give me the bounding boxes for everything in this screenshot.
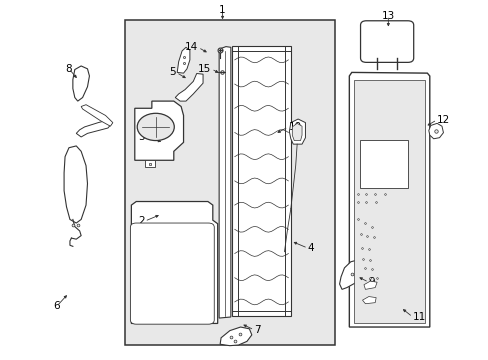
Text: 2: 2 [138,216,144,226]
Text: 6: 6 [53,301,60,311]
Text: 9: 9 [368,277,375,287]
Polygon shape [220,327,251,346]
Text: 10: 10 [288,122,301,132]
Text: 11: 11 [412,312,425,322]
FancyBboxPatch shape [130,223,214,324]
FancyBboxPatch shape [359,140,407,188]
Text: 12: 12 [436,115,449,125]
Polygon shape [81,105,113,126]
Polygon shape [219,46,230,318]
Polygon shape [353,80,424,323]
Text: 1: 1 [219,5,225,15]
Text: 7: 7 [254,325,260,335]
Text: 8: 8 [65,64,72,74]
Polygon shape [362,297,375,304]
Polygon shape [131,202,217,323]
Text: 13: 13 [381,11,394,21]
Polygon shape [289,119,305,144]
Polygon shape [64,146,87,223]
Text: 15: 15 [198,64,211,74]
Polygon shape [348,72,429,327]
Text: 5: 5 [169,67,176,77]
Text: 4: 4 [307,243,314,253]
Circle shape [137,113,174,140]
Polygon shape [177,47,189,73]
Polygon shape [292,123,302,140]
Bar [144,159,155,167]
Polygon shape [73,66,89,101]
Text: 3: 3 [138,132,144,142]
Polygon shape [76,120,112,137]
FancyBboxPatch shape [360,21,413,62]
Polygon shape [175,73,203,101]
Polygon shape [339,260,365,289]
Text: 14: 14 [184,42,198,52]
Polygon shape [135,101,183,160]
Polygon shape [428,123,443,139]
Bar [125,21,334,345]
Polygon shape [363,281,376,289]
Bar [232,45,290,316]
